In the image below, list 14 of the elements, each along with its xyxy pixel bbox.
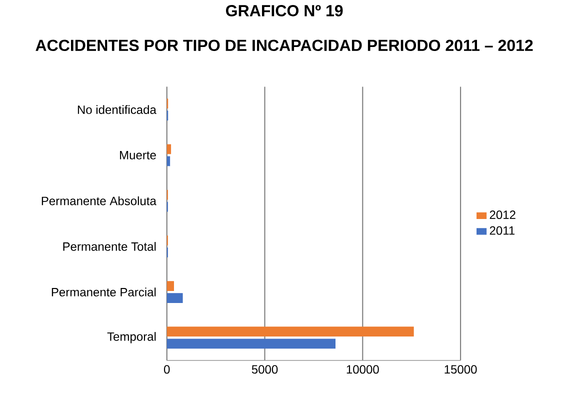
x-tick-label: 15000 (444, 365, 477, 374)
y-tick-label: Temporal (107, 332, 156, 344)
x-tick-label: 10000 (346, 365, 379, 374)
y-tick-label: Muerte (120, 151, 156, 160)
legend-label: 2012 (490, 210, 516, 220)
chart-subtitle: ACCIDENTES POR TIPO DE INCAPACIDAD PERIODO 2011 – 2012 (36, 40, 533, 52)
x-tick-label: 0 (164, 365, 170, 374)
x-tick-label: 5000 (252, 365, 278, 374)
y-tick-label: Permanente Parcial (52, 288, 156, 297)
legend-label: 2011 (490, 226, 514, 235)
y-tick-label: Permanente Absoluta (42, 196, 156, 206)
y-tick-label: Permanente Total (63, 242, 156, 251)
chart-title: GRAFICO Nº 19 (226, 5, 343, 16)
y-tick-label: No identificada (78, 105, 156, 114)
